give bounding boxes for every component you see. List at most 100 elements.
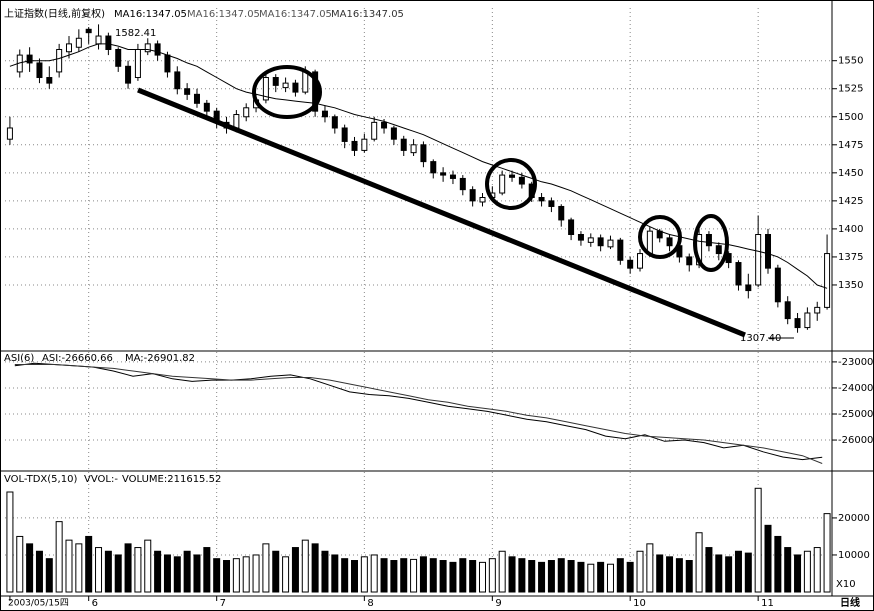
volume-bar [272, 550, 280, 593]
volume-bar [666, 556, 674, 593]
y-tick-label: 1375 [838, 252, 863, 263]
candle-body [637, 253, 644, 269]
volume-bar [803, 550, 811, 593]
subtitle: VVOL:- [84, 474, 118, 485]
volume-bar [685, 560, 693, 593]
x-tick-label: 10 [633, 598, 646, 609]
volume-bar [675, 558, 683, 593]
panel-title: VOL-TDX(5,10) [4, 474, 77, 485]
volume-bar [567, 560, 575, 593]
candle-body [331, 116, 338, 129]
volume-bar [774, 535, 782, 593]
candle-body [410, 144, 417, 154]
trend-line [137, 87, 746, 338]
candle-body [56, 48, 63, 73]
candle-body [558, 205, 565, 221]
y-tick-label: 1400 [838, 224, 863, 235]
highlight-circle [252, 65, 322, 119]
candle-body [814, 306, 821, 314]
legend-entry: MA:-26901.82 [125, 353, 195, 364]
volume-bar [410, 558, 418, 593]
candle-body [459, 177, 466, 191]
x-tick-label: 2003/05/15四 [8, 599, 69, 609]
volume-bar [173, 556, 181, 593]
volume-bar [16, 535, 24, 593]
candle-body [65, 43, 72, 53]
volume-bar [6, 491, 14, 593]
candle-body [715, 245, 722, 255]
volume-bar [144, 539, 152, 593]
volume-bar [65, 539, 73, 593]
volume-bar [823, 513, 831, 593]
volume-bar [577, 561, 585, 593]
volume-bar [351, 560, 359, 593]
x-tick-label: 11 [761, 598, 774, 609]
candle-body [568, 219, 575, 236]
period-label: 日线 [840, 596, 860, 609]
volume-bar [764, 524, 772, 593]
volume-bar [163, 554, 171, 593]
x-tick-label: 9 [495, 598, 501, 609]
volume-bar [183, 550, 191, 593]
volume-bar [705, 547, 713, 593]
volume-bar [488, 558, 496, 593]
volume-bar [459, 558, 467, 593]
highlight-circle [693, 214, 729, 272]
candle-body [745, 284, 752, 292]
volume-bar [262, 543, 270, 593]
x-tick-label: 8 [367, 598, 373, 609]
candle-body [203, 102, 210, 112]
volume-bar [656, 554, 664, 593]
candle-body [666, 237, 673, 247]
low-label: 1307.40 [740, 333, 781, 344]
volume-bar [282, 556, 290, 593]
volume-bar [538, 561, 546, 593]
candle-body [774, 267, 781, 303]
volume-bar [626, 561, 634, 593]
volume-bar [370, 554, 378, 593]
volume-bar [784, 547, 792, 593]
volume-bar [449, 561, 457, 593]
volume-bar [360, 556, 368, 593]
legend-entry: MA16:1347.05 [331, 9, 404, 20]
candle-body [617, 239, 624, 261]
candle-body [686, 256, 693, 266]
volume-bar [134, 547, 142, 593]
candle-body [479, 197, 486, 203]
candle-body [75, 37, 82, 48]
candle-body [115, 48, 122, 67]
volume-bar [429, 558, 437, 593]
x-tick-label: 7 [220, 598, 226, 609]
volume-bar [715, 554, 723, 593]
candle-body [627, 259, 634, 269]
y-tick-label: 1500 [838, 112, 863, 123]
volume-bar [616, 558, 624, 593]
volume-bar [439, 560, 447, 593]
candle-body [705, 234, 712, 247]
candle-body [351, 140, 358, 151]
legend-entry: MA16:1347.05 [259, 9, 332, 20]
y-tick-label: 10000 [838, 550, 870, 561]
candle-body [765, 234, 772, 269]
candle-body [577, 234, 584, 241]
candle-body [341, 127, 348, 142]
candle-body [36, 62, 43, 79]
candle-body [538, 197, 545, 202]
volume-bar [331, 554, 339, 593]
candle-body [134, 48, 141, 79]
candle-body [174, 71, 181, 90]
candle-body [499, 174, 506, 194]
candle-body [420, 144, 427, 163]
volume-bar [193, 554, 201, 593]
volume-bar [646, 543, 654, 593]
volume-bar [321, 550, 329, 593]
volume-bar [95, 547, 103, 593]
volume-bar [547, 560, 555, 593]
volume-bar [734, 550, 742, 593]
volume-bar [813, 547, 821, 593]
volume-bar [695, 532, 703, 593]
legend-entry: MA16:1347.05 [114, 9, 187, 20]
candle-body [646, 230, 653, 255]
